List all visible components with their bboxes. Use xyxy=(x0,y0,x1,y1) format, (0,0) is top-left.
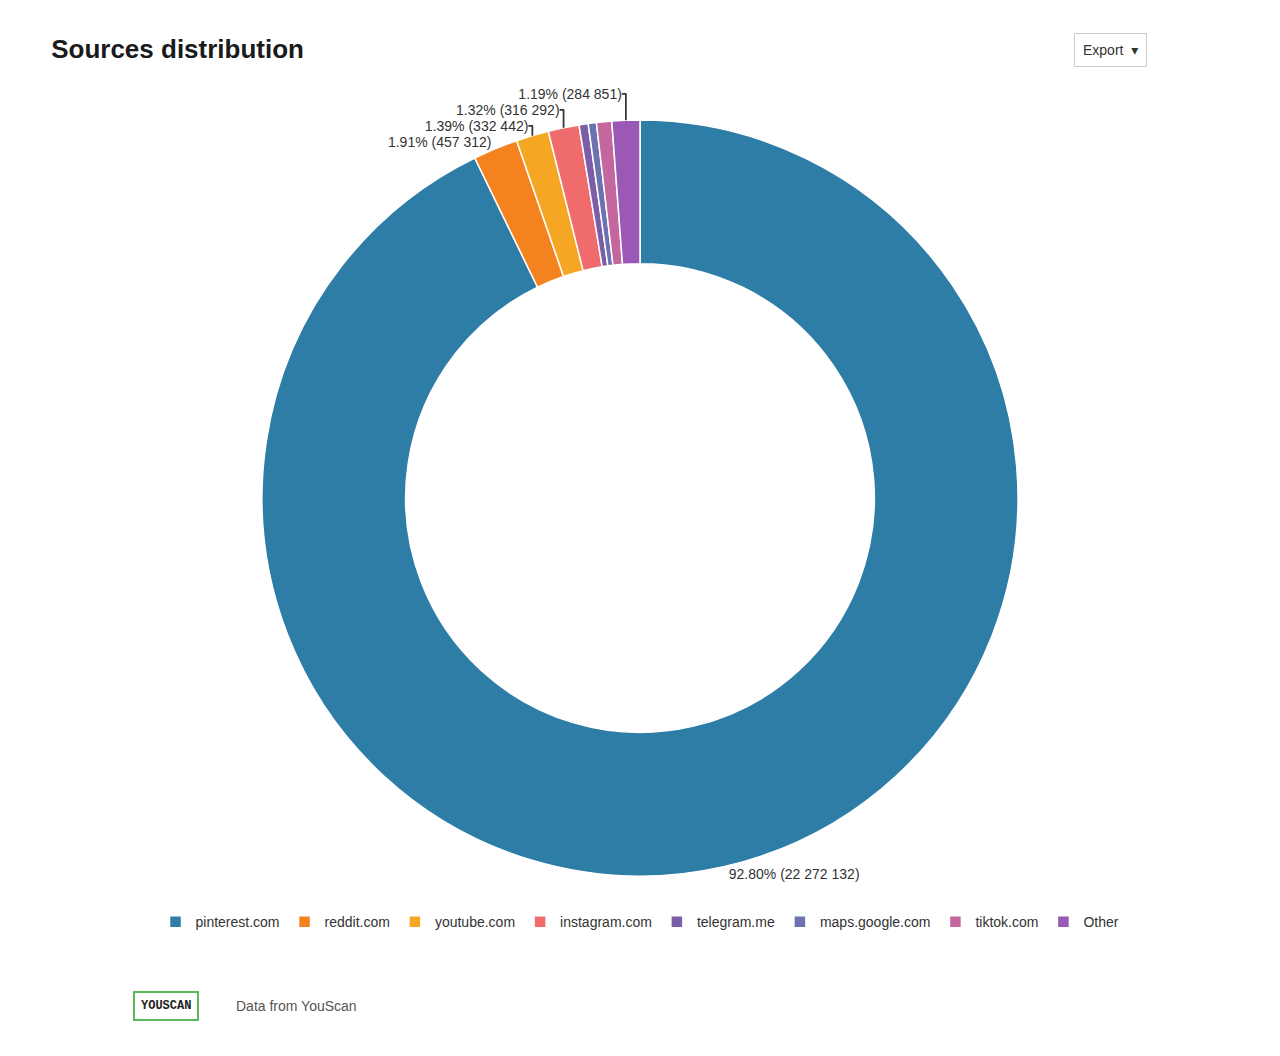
svg-text:Data from YouScan: Data from YouScan xyxy=(236,998,357,1014)
svg-text:pinterest.com: pinterest.com xyxy=(196,914,280,930)
svg-text:instagram.com: instagram.com xyxy=(560,914,652,930)
svg-text:telegram.me: telegram.me xyxy=(697,914,775,930)
svg-text:1.39% (332 442): 1.39% (332 442) xyxy=(425,118,529,134)
svg-text:Sources distribution: Sources distribution xyxy=(51,34,304,64)
svg-text:1.32% (316 292): 1.32% (316 292) xyxy=(456,102,560,118)
svg-text:92.80% (22 272 132): 92.80% (22 272 132) xyxy=(729,866,860,882)
svg-text:1.19% (284 851): 1.19% (284 851) xyxy=(518,86,622,102)
svg-text:youtube.com: youtube.com xyxy=(435,914,515,930)
svg-text:1.91% (457 312): 1.91% (457 312) xyxy=(388,134,492,150)
svg-text:maps.google.com: maps.google.com xyxy=(820,914,931,930)
svg-text:Export ▾: Export ▾ xyxy=(1083,42,1138,58)
svg-text:tiktok.com: tiktok.com xyxy=(975,914,1038,930)
svg-text:YOUSCAN: YOUSCAN xyxy=(141,999,191,1013)
svg-text:reddit.com: reddit.com xyxy=(325,914,390,930)
svg-text:Other: Other xyxy=(1083,914,1118,930)
